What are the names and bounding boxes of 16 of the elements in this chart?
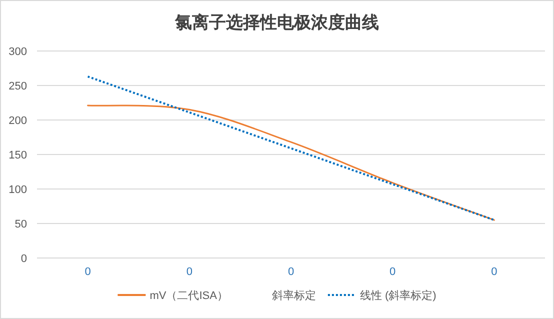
y-tick-label: 300	[8, 46, 27, 58]
x-tick-label: 0	[390, 266, 396, 278]
y-tick-label: 200	[8, 115, 27, 127]
legend-label: 线性 (斜率标定)	[360, 289, 436, 302]
y-tick-label: 150	[8, 150, 27, 162]
x-tick-label: 0	[288, 266, 294, 278]
x-tick-label: 0	[186, 266, 192, 278]
text: 斜率标定	[272, 290, 316, 302]
x-tick-label: 0	[491, 266, 498, 278]
chart-title: 氯离子选择性电极浓度曲线	[174, 13, 379, 32]
y-tick-label: 50	[14, 218, 27, 230]
legend-label: mV（二代ISA）	[150, 290, 228, 302]
y-tick-label: 250	[8, 80, 27, 92]
x-tick-label: 0	[84, 266, 91, 278]
y-tick-label: 100	[8, 184, 27, 196]
y-tick-label: 0	[20, 253, 27, 265]
